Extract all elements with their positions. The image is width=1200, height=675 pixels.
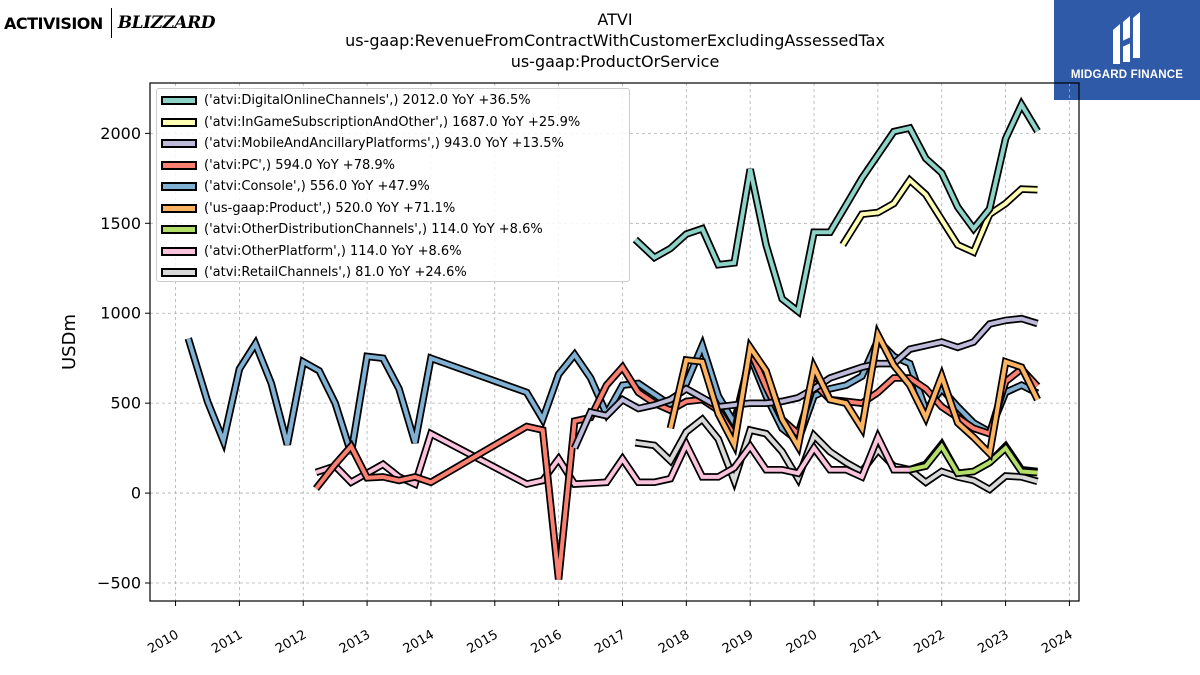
legend-item-product: ('us-gaap:Product',) 520.0 YoY +71.1% (157, 198, 455, 219)
legend-item-pc: ('atvi:PC',) 594.0 YoY +78.9% (157, 155, 395, 176)
y-tick-label: 1000 (100, 304, 141, 323)
midgard-logo-icon (1113, 12, 1140, 64)
series-line-stroke (668, 328, 1040, 458)
y-tick-label: 0 (131, 484, 141, 503)
legend-label: ('atvi:OtherDistributionChannels',) 114.… (204, 222, 543, 237)
x-tick-label: 2022 (912, 627, 948, 657)
x-tick-label: 2016 (528, 627, 564, 657)
x-tick-label: 2020 (784, 627, 820, 657)
y-tick-label: 500 (110, 394, 141, 413)
x-tick-label: 2015 (465, 627, 501, 657)
x-tick-label: 2021 (848, 627, 884, 657)
series-line (634, 414, 1039, 495)
series-line-outline (184, 333, 1040, 455)
y-tick-label: −500 (97, 574, 141, 593)
plot-frame (149, 82, 1080, 602)
legend-label: ('atvi:InGameSubscriptionAndOther',) 168… (204, 114, 581, 130)
series-line (839, 174, 1038, 258)
legend-label: ('atvi:DigitalOnlineChannels',) 2012.0 Y… (204, 93, 531, 108)
series-line (632, 96, 1041, 319)
legend-label: ('atvi:MobileAndAncillaryPlatforms',) 94… (204, 136, 564, 151)
legend-label: ('us-gaap:Product',) 520.0 YoY +71.1% (204, 200, 456, 216)
legend-swatch (161, 182, 197, 191)
legend-swatch (161, 268, 197, 277)
legend-label: ('atvi:Console',) 556.0 YoY +47.9% (204, 179, 430, 194)
x-tick-label: 2017 (592, 627, 628, 657)
series-line (666, 323, 1041, 462)
legend-item-digital-online: ('atvi:DigitalOnlineChannels',) 2012.0 Y… (157, 90, 531, 111)
activision-wordmark: ACTIVISION (4, 13, 103, 33)
x-tick-label: 2014 (401, 627, 437, 657)
legend-swatch (161, 203, 197, 213)
legend-swatch (161, 160, 197, 170)
legend-swatch (161, 246, 197, 256)
x-tick-label: 2023 (975, 627, 1011, 657)
x-tick-label: 2018 (656, 627, 692, 657)
x-tick-label: 2013 (337, 627, 373, 657)
legend-item-mobile-ancillary: ('atvi:MobileAndAncillaryPlatforms',) 94… (157, 133, 564, 154)
series-line-stroke (909, 442, 1038, 476)
chart-title-line-1: ATVI (597, 10, 633, 29)
y-axis-label: USDm (59, 314, 80, 370)
logo-divider (110, 8, 112, 38)
blizzard-wordmark: BLIZZARD (117, 13, 216, 33)
legend-label: ('atvi:OtherPlatform',) 114.0 YoY +8.6% (204, 243, 462, 259)
chart-legend: ('atvi:DigitalOnlineChannels',) 2012.0 Y… (156, 88, 630, 282)
chart-title: ATVI us-gaap:RevenueFromContractWithCust… (300, 9, 930, 72)
legend-item-ingame-subscription: ('atvi:InGameSubscriptionAndOther',) 168… (157, 112, 580, 133)
series-line-stroke (186, 336, 1039, 455)
chart-title-line-2: us-gaap:RevenueFromContractWithCustomerE… (345, 31, 885, 50)
series-line (184, 333, 1040, 455)
series-line-outline (632, 96, 1041, 319)
y-tick-label: 2000 (100, 124, 141, 143)
midgard-logo-text: MIDGARD FINANCE (1070, 69, 1184, 81)
series-line-stroke (841, 177, 1038, 255)
x-tick-label: 2011 (209, 627, 245, 657)
series-line-stroke (633, 100, 1040, 315)
legend-swatch (161, 225, 197, 234)
chart-title-line-3: us-gaap:ProductOrService (510, 52, 720, 71)
series-line-stroke (635, 416, 1039, 492)
activision-blizzard-logo: ACTIVISION BLIZZARD (4, 5, 215, 41)
legend-label: ('atvi:PC',) 594.0 YoY +78.9% (204, 157, 396, 173)
y-tick-label: 1500 (100, 214, 141, 233)
series-line-outline (666, 323, 1041, 462)
legend-swatch (161, 96, 197, 105)
legend-swatch (161, 139, 197, 148)
series-lines (184, 96, 1041, 580)
midgard-finance-logo: MIDGARD FINANCE (1054, 0, 1200, 100)
legend-item-console: ('atvi:Console',) 556.0 YoY +47.9% (157, 176, 430, 197)
x-tick-label: 2010 (145, 627, 181, 657)
x-tick-label: 2012 (273, 627, 309, 657)
legend-item-other-distribution: ('atvi:OtherDistributionChannels',) 114.… (157, 219, 543, 240)
x-tick-label: 2024 (1039, 627, 1075, 657)
legend-label: ('atvi:RetailChannels',) 81.0 YoY +24.6% (204, 265, 467, 280)
series-line (908, 439, 1038, 478)
x-tick-label: 2019 (720, 627, 756, 657)
legend-item-other-platform: ('atvi:OtherPlatform',) 114.0 YoY +8.6% (157, 241, 462, 262)
legend-swatch (161, 117, 197, 127)
legend-item-retail: ('atvi:RetailChannels',) 81.0 YoY +24.6% (157, 262, 467, 283)
